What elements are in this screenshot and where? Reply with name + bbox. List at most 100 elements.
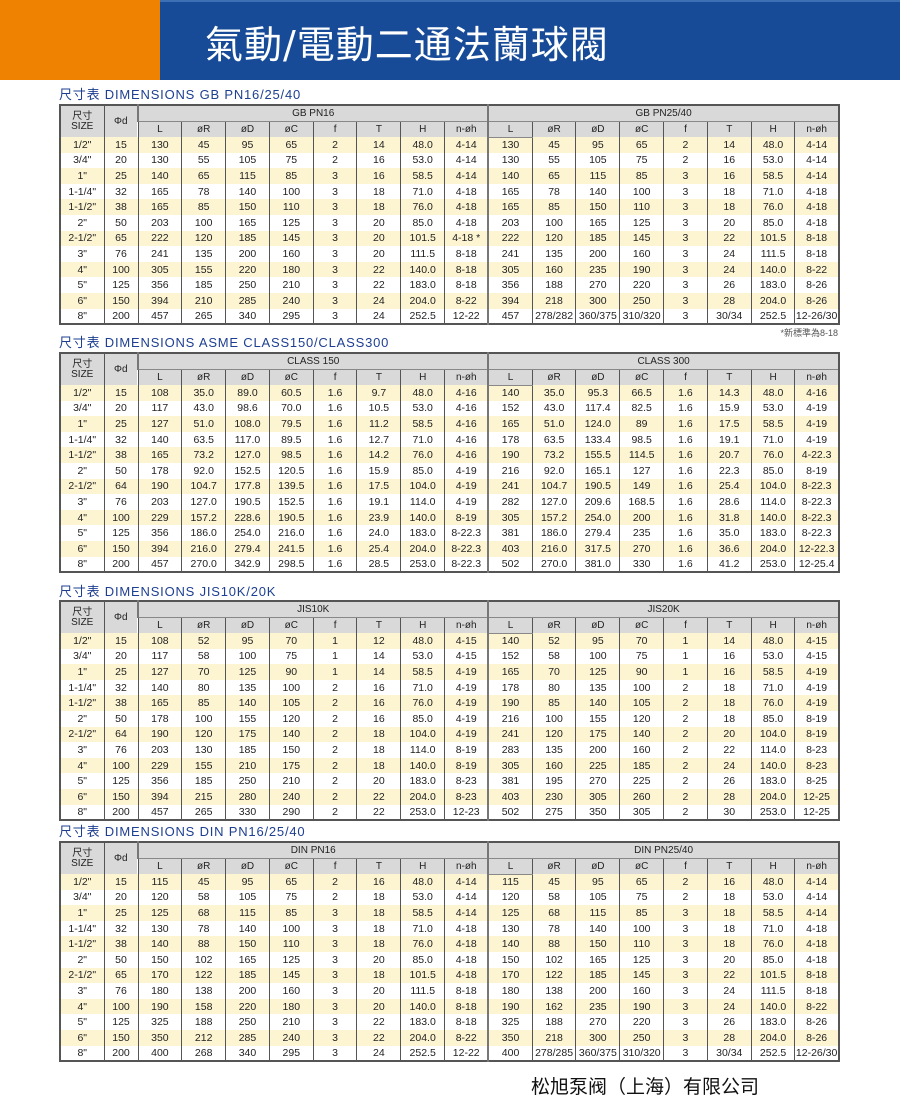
value-cell: 4-14	[794, 152, 839, 169]
value-cell: 1.6	[312, 400, 357, 417]
value-cell: 14	[356, 664, 401, 680]
value-cell: 4-18	[444, 183, 489, 200]
value-cell: 100	[619, 920, 664, 937]
value-cell: 114.0	[750, 742, 795, 758]
value-cell: 101.5	[750, 967, 795, 984]
value-cell: 105	[225, 889, 270, 906]
value-cell: 3	[312, 983, 357, 999]
value-cell: 188	[531, 277, 576, 293]
value-cell: 43.0	[181, 400, 226, 417]
value-cell: 76.0	[400, 447, 445, 463]
column-header: n-øh	[794, 120, 839, 137]
value-cell: 1.6	[663, 494, 708, 510]
value-cell: 253.0	[750, 556, 795, 573]
value-cell: 185	[225, 230, 270, 247]
size-cell: 1-1/2"	[60, 695, 104, 711]
value-cell: 110	[268, 199, 314, 215]
group-header: JIS20K	[487, 601, 839, 618]
value-cell: 104.7	[531, 478, 576, 495]
value-cell: 183.0	[750, 773, 795, 789]
table-row: 1-1/4" 32 140 80 135 100 2 16 71.0 4-19 178 80 135 10…	[60, 679, 839, 696]
table-row: 2-1/2" 64 190 120 175 140 2 18 104.0 4-19 241 120 17…	[60, 726, 839, 743]
value-cell: 400	[487, 1045, 533, 1062]
value-cell: 185	[225, 742, 270, 758]
column-header: f	[663, 120, 708, 137]
value-cell: 135	[181, 246, 226, 262]
value-cell: 3	[663, 246, 708, 262]
value-cell: 88	[181, 936, 226, 952]
value-cell: 3	[663, 951, 708, 968]
header-orange-block	[0, 0, 160, 80]
value-cell: 50	[103, 214, 138, 231]
table-row: 6" 150 394 216.0 279.4 241.5 1.6 25.4 204.0 8-22.…	[60, 540, 839, 557]
value-cell: 125	[268, 214, 314, 231]
value-cell: 183.0	[750, 1014, 795, 1030]
value-cell: 4-14	[444, 137, 489, 153]
value-cell: 185	[181, 277, 226, 293]
value-cell: 8-23	[794, 757, 839, 774]
value-cell: 58	[181, 648, 226, 665]
value-cell: 305	[619, 804, 664, 821]
value-cell: 2	[312, 788, 357, 805]
value-cell: 25.4	[706, 478, 752, 495]
value-cell: 210	[225, 757, 270, 774]
value-cell: 78	[181, 183, 226, 200]
value-cell: 200	[103, 308, 138, 325]
value-cell: 150	[225, 936, 270, 952]
value-cell: 3	[663, 308, 708, 325]
column-header: øR	[531, 857, 576, 874]
value-cell: 3	[312, 998, 357, 1015]
value-cell: 152	[487, 400, 533, 417]
value-cell: 48.0	[750, 633, 795, 649]
value-cell: 76.0	[750, 936, 795, 952]
value-cell: 43.0	[531, 400, 576, 417]
value-cell: 14	[706, 633, 752, 649]
value-cell: 108	[137, 385, 182, 401]
value-cell: 4-15	[794, 648, 839, 665]
value-cell: 140	[487, 633, 533, 649]
table-row: 3/4" 20 130 55 105 75 2 16 53.0 4-14 130 55 105 75 2 16…	[60, 152, 839, 169]
value-cell: 130	[487, 152, 533, 169]
value-cell: 190	[619, 261, 664, 278]
column-header: f	[663, 616, 708, 633]
value-cell: 8-18	[794, 983, 839, 999]
value-cell: 3	[312, 292, 357, 309]
value-cell: 3	[663, 261, 708, 278]
value-cell: 204.0	[400, 292, 445, 309]
value-cell: 1.6	[312, 478, 357, 495]
table-row: 3" 76 203 127.0 190.5 152.5 1.6 19.1 114.0 4-19 28…	[60, 494, 839, 510]
size-cell: 3/4"	[73, 402, 92, 415]
value-cell: 125	[268, 951, 314, 968]
table-row: 1-1/2" 38 165 85 140 105 2 16 76.0 4-19 190 85 140 10…	[60, 695, 839, 711]
value-cell: 14	[706, 137, 752, 153]
value-cell: 28.6	[706, 494, 752, 510]
value-cell: 125	[103, 773, 138, 789]
value-cell: 204.0	[750, 788, 795, 805]
value-cell: 305	[575, 788, 620, 805]
table-row: 3" 76 241 135 200 160 3 20 111.5 8-18 241 135 200 160…	[60, 246, 839, 262]
group-header: GB PN25/40	[487, 105, 839, 122]
value-cell: 108.0	[225, 416, 270, 432]
value-cell: 95	[575, 633, 620, 649]
value-cell: 3	[663, 199, 708, 215]
value-cell: 85	[531, 695, 576, 711]
value-cell: 310/320	[619, 308, 664, 325]
size-cell: 1-1/2"	[60, 936, 104, 952]
value-cell: 4-18	[794, 936, 839, 952]
value-cell: 203	[137, 742, 182, 758]
value-cell: 12-22	[444, 308, 489, 325]
size-cell: 3"	[77, 984, 88, 997]
column-header: f	[663, 368, 708, 385]
column-header: L	[137, 120, 182, 137]
value-cell: 8-19	[794, 462, 839, 479]
value-cell: 125	[137, 905, 182, 921]
value-cell: 175	[268, 757, 314, 774]
value-cell: 63.5	[531, 431, 576, 448]
value-cell: 30	[706, 804, 752, 821]
value-cell: 1.6	[312, 540, 357, 557]
value-cell: 4-16	[444, 431, 489, 448]
value-cell: 3	[663, 292, 708, 309]
value-cell: 360/375	[575, 1045, 620, 1062]
value-cell: 190	[487, 447, 533, 463]
value-cell: 80	[181, 679, 226, 696]
